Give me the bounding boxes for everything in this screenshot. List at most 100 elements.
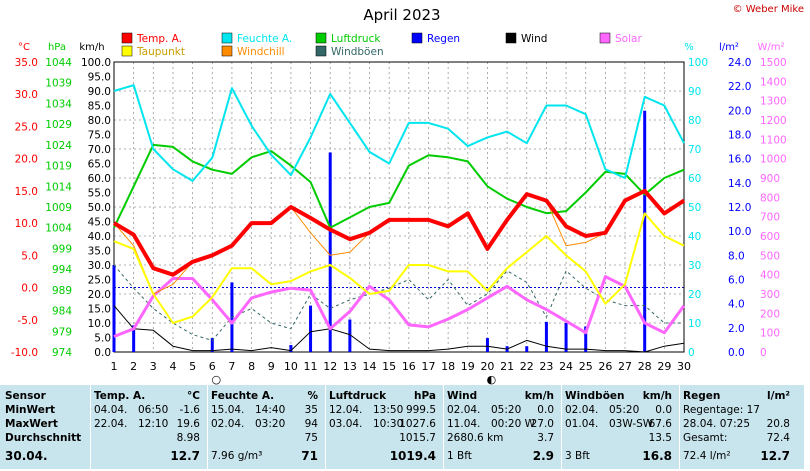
hum-unit-header: % <box>307 390 318 402</box>
rain-tick-label: 20.0 <box>728 105 751 117</box>
wind-date: 11.04. <box>447 418 481 430</box>
wind-date: 2680.6 km <box>447 432 504 444</box>
rain-tick-label: 6.0 <box>728 275 745 287</box>
x-tick-label: 11 <box>304 360 318 373</box>
temp-header: Temp. A. <box>94 390 146 402</box>
x-tick-label: 15 <box>382 360 396 373</box>
gust-time: 05:20 <box>609 404 640 416</box>
rain-bar <box>643 110 647 352</box>
temp-tick-label: 5.0 <box>21 250 38 262</box>
rain-tick-label: 16.0 <box>728 154 751 166</box>
x-tick-label: 16 <box>402 360 416 373</box>
separator <box>325 385 326 469</box>
legend-swatch <box>315 45 327 57</box>
row-label: 30.04. <box>5 449 48 463</box>
copyright-text: © Weber Mike <box>733 4 804 15</box>
hpa-tick-label: 989 <box>52 285 72 297</box>
rain-header: Regen <box>683 390 721 402</box>
solar-tick-label: 800 <box>760 192 780 204</box>
wind-value: 3.7 <box>537 432 554 444</box>
pct-tick-label: 90 <box>688 86 701 98</box>
kmh-tick-label: 85.0 <box>88 101 111 113</box>
kmh-tick-label: 75.0 <box>88 130 111 142</box>
kmh-tick-label: 5.0 <box>94 333 111 345</box>
rain-value: 12.7 <box>760 449 790 463</box>
legend-label: Solar <box>615 33 642 45</box>
series-line-luftdruck <box>113 143 685 229</box>
kmh-tick-label: 40.0 <box>88 231 111 243</box>
rain-tick-label: 10.0 <box>728 226 751 238</box>
solar-tick-label: 0 <box>760 347 767 359</box>
hum-value: 35 <box>304 404 318 416</box>
solar-tick-label: 900 <box>760 173 780 185</box>
plot-frame <box>113 61 685 353</box>
press-time: 10:30 <box>373 418 404 430</box>
solar-tick-label: 1200 <box>760 115 787 127</box>
rain-text: 72.4 l/m² <box>683 450 731 462</box>
wind-value: 0.0 <box>537 404 554 416</box>
hpa-tick-label: 1014 <box>45 181 72 193</box>
hpa-tick-label: 1024 <box>45 140 72 152</box>
x-tick-label: 20 <box>480 360 494 373</box>
temp-tick-label: 10.0 <box>15 218 38 230</box>
rain-bar <box>525 346 529 352</box>
hum-value: 94 <box>304 418 318 430</box>
series-line-feuchte-a <box>113 84 685 182</box>
rain-bar <box>485 338 489 352</box>
series-line-temp-a <box>112 188 686 277</box>
temp-date: 22.04. <box>94 418 128 430</box>
rain-tick-label: 14.0 <box>728 178 751 190</box>
temp-value: 12.7 <box>170 449 200 463</box>
rain-bar <box>328 152 332 352</box>
rain-tick-label: 18.0 <box>728 130 751 142</box>
gust-date: 01.04. <box>565 418 599 430</box>
press-value: 1015.7 <box>399 432 436 444</box>
sensor-header: Sensor <box>5 390 46 402</box>
rain-tick-label: 24.0 <box>728 57 751 69</box>
kmh-tick-label: 80.0 <box>88 115 111 127</box>
x-tick-label: 21 <box>500 360 514 373</box>
legend-label: Wind <box>521 33 547 45</box>
rain-unit-header: l/m² <box>767 390 790 402</box>
weather-chart: April 2023 © Weber Mike Temp. A. Feuchte … <box>10 4 804 385</box>
x-tick-label: 13 <box>343 360 357 373</box>
pct-tick-label: 0 <box>688 347 695 359</box>
stats-panel: Sensor Temp. A. °C Feuchte A. % Luftdruc… <box>0 385 804 469</box>
pct-tick-label: 50 <box>688 202 701 214</box>
gust-value: 16.8 <box>642 449 672 463</box>
chart-legend: Temp. A. Feuchte A. Luftdruck Regen Wind Sola… <box>121 32 642 58</box>
legend-swatch <box>121 32 133 44</box>
hpa-tick-label: 1009 <box>45 202 72 214</box>
temp-value: -1.6 <box>179 404 201 416</box>
legend-swatch <box>599 32 611 44</box>
temp-tick-label: 35.0 <box>15 57 38 69</box>
rain-tick-label: 8.0 <box>728 250 745 262</box>
rain-tick-label: 4.0 <box>728 299 745 311</box>
pct-tick-label: 70 <box>688 144 701 156</box>
rain-bar <box>210 338 214 352</box>
x-tick-label: 24 <box>559 360 573 373</box>
hpa-tick-label: 1029 <box>45 119 72 131</box>
pct-tick-label: 100 <box>688 57 708 69</box>
solar-tick-label: 700 <box>760 212 780 224</box>
x-tick-label: 10 <box>284 360 298 373</box>
press-unit-header: hPa <box>414 390 436 402</box>
x-tick-label: 1 <box>111 360 118 373</box>
solar-tick-label: 100 <box>760 328 780 340</box>
hpa-tick-label: 1019 <box>45 161 72 173</box>
moon-markers: ○ ◐ <box>211 373 496 385</box>
rain-bar <box>112 265 116 352</box>
hpa-tick-label: 979 <box>52 326 72 338</box>
press-date: 12.04. <box>329 404 363 416</box>
rain-tick-label: 22.0 <box>728 81 751 93</box>
legend-label: Temp. A. <box>136 33 182 45</box>
press-value: 1019.4 <box>389 449 436 463</box>
pct-tick-label: 20 <box>688 289 701 301</box>
x-tick-label: 19 <box>461 360 475 373</box>
rain-axis-unit: l/m² <box>719 42 739 53</box>
rain-bar <box>348 319 352 352</box>
kmh-tick-label: 50.0 <box>88 202 111 214</box>
hum-date: 15.04. <box>211 404 245 416</box>
separator <box>561 385 562 469</box>
wind-unit-header: km/h <box>524 390 554 402</box>
